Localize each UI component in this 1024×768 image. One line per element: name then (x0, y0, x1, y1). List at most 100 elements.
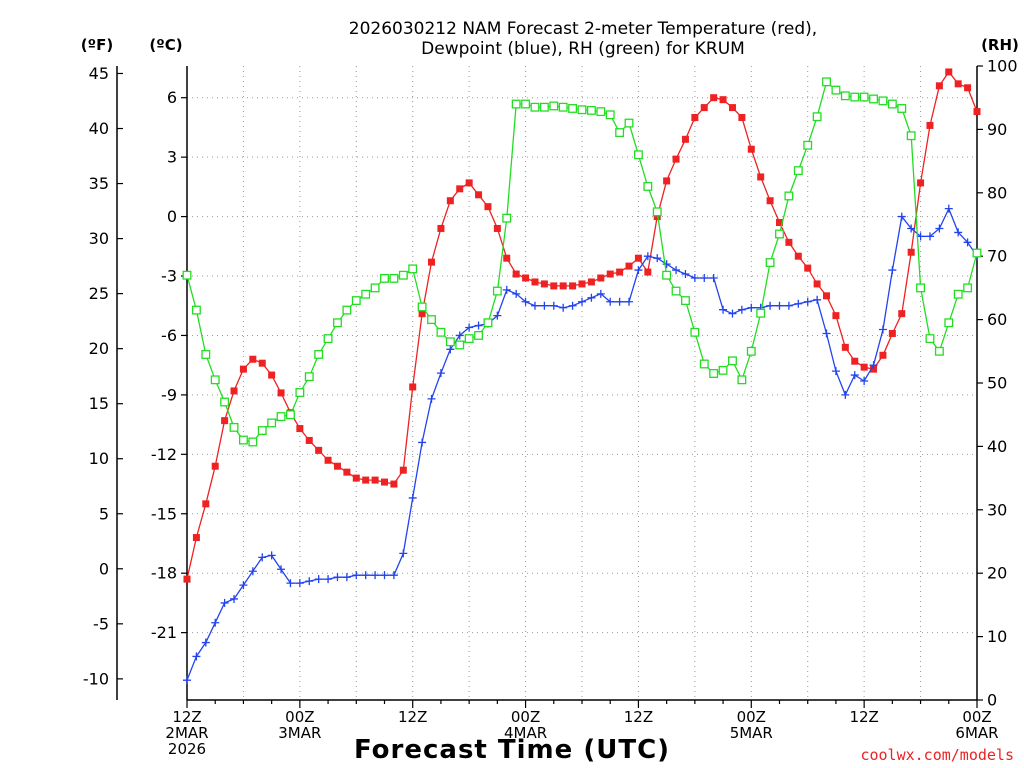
data-point (794, 299, 803, 308)
data-point (389, 571, 398, 580)
fahrenheit-tick-label: -5 (93, 614, 109, 633)
data-point (747, 303, 756, 312)
data-point (230, 594, 239, 603)
data-point (973, 108, 981, 116)
axes: 454035302520151050-5-10630-3-6-9-12-15-1… (83, 57, 1018, 759)
data-point (972, 248, 982, 258)
data-point (531, 278, 539, 286)
data-point (550, 282, 558, 290)
data-point (248, 437, 258, 447)
data-point (785, 238, 793, 246)
fahrenheit-tick-label: 10 (89, 449, 109, 468)
data-point (502, 285, 511, 294)
data-point (390, 480, 398, 488)
data-point (831, 85, 841, 95)
data-point (906, 131, 916, 141)
data-point (361, 289, 371, 299)
data-point (464, 334, 474, 344)
data-point (512, 289, 521, 298)
x-tick-label: 00Z (737, 708, 766, 726)
data-point (879, 351, 887, 359)
data-point (699, 359, 709, 369)
data-point (221, 417, 229, 425)
data-point (182, 270, 192, 280)
data-point (333, 573, 342, 582)
data-point (898, 310, 906, 318)
rh-tick-label: 100 (987, 57, 1018, 76)
data-point (709, 369, 719, 378)
celsius-tick-label: -6 (161, 326, 177, 345)
data-point (597, 274, 605, 282)
data-point (917, 179, 925, 187)
data-point (315, 446, 323, 454)
data-point (850, 92, 860, 102)
data-point (446, 197, 454, 205)
data-point (737, 305, 746, 314)
data-point (672, 266, 681, 275)
data-point (408, 264, 418, 274)
fahrenheit-tick-label: 0 (99, 559, 109, 578)
data-point (381, 478, 388, 486)
data-point (663, 177, 671, 185)
data-point (220, 397, 230, 407)
data-point (211, 462, 219, 470)
celsius-tick-label: 0 (167, 207, 177, 226)
data-point (239, 581, 248, 590)
data-point (362, 476, 370, 484)
data-point (389, 273, 399, 283)
data-point (916, 283, 926, 293)
data-point (633, 150, 643, 160)
data-point (277, 389, 285, 397)
data-point (728, 309, 737, 318)
series-dewpoint (183, 204, 981, 685)
x-tick-label: 2MAR (165, 724, 208, 742)
data-point (239, 365, 247, 373)
rh-tick-label: 20 (987, 564, 1007, 583)
data-point (220, 598, 229, 607)
data-point (210, 375, 220, 385)
data-point (935, 224, 944, 233)
x-tick-label: 00Z (285, 708, 314, 726)
data-point (249, 355, 257, 363)
data-point (474, 321, 483, 330)
data-point (643, 252, 652, 261)
data-point (549, 301, 558, 310)
data-point (512, 270, 520, 278)
data-point (869, 94, 878, 104)
data-point (756, 308, 766, 318)
data-point (314, 350, 324, 359)
data-point (897, 104, 907, 113)
x-axis-title: Forecast Time (UTC) (354, 735, 670, 765)
data-point (728, 104, 736, 112)
data-point (766, 301, 775, 310)
data-point (784, 191, 794, 201)
data-point (455, 340, 465, 350)
data-point (662, 260, 671, 269)
series-line (186, 70, 978, 580)
data-point (428, 258, 436, 266)
data-point (361, 571, 370, 580)
data-point (803, 297, 812, 306)
data-point (475, 191, 483, 199)
data-point (625, 262, 633, 270)
data-point (418, 438, 427, 447)
data-point (812, 112, 822, 122)
fahrenheit-tick-label: 30 (89, 229, 109, 248)
x-tick-label: 12Z (172, 708, 201, 726)
data-point (324, 575, 333, 584)
data-point (343, 468, 351, 476)
data-point (569, 282, 577, 290)
data-point (878, 96, 888, 106)
data-point (934, 346, 944, 356)
data-point (634, 266, 643, 275)
data-point (586, 105, 596, 115)
data-point (258, 553, 267, 562)
data-point (559, 282, 567, 290)
data-point (380, 273, 389, 283)
data-point (860, 377, 869, 386)
data-point (446, 345, 455, 354)
data-point (859, 92, 869, 102)
data-point (935, 82, 943, 90)
data-point (596, 107, 606, 117)
series-temperature (183, 68, 981, 583)
